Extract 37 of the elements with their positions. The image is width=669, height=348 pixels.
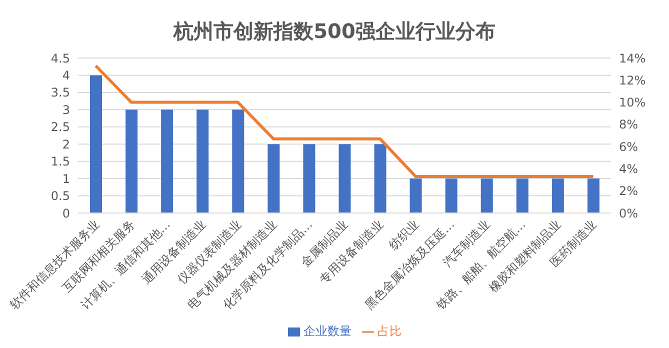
bar (161, 110, 174, 213)
bar (480, 178, 493, 213)
bar (90, 75, 102, 213)
y-tick-label: 4.5 (50, 51, 70, 66)
bar (587, 178, 600, 213)
bar (516, 178, 528, 213)
y2-tick-label: 10% (619, 96, 646, 110)
bar (552, 178, 564, 213)
bar (232, 110, 244, 213)
y-tick-label: 4 (62, 68, 70, 82)
y-tick-label: 3.5 (50, 86, 70, 100)
y-tick-label: 0 (62, 206, 70, 220)
bar (303, 144, 316, 213)
legend-label: 企业数量 (304, 324, 352, 338)
y-tick-label: 1 (62, 172, 70, 186)
y2-tick-label: 4% (619, 162, 638, 176)
bar (126, 110, 138, 213)
y-tick-label: 2 (62, 137, 70, 152)
bar (445, 178, 458, 213)
y-tick-label: 0.5 (50, 189, 70, 204)
line-series (94, 64, 595, 178)
bar (374, 144, 386, 213)
legend-label: 占比 (378, 324, 402, 338)
y-tick-label: 1.5 (50, 154, 70, 169)
y2-tick-label: 8% (619, 118, 638, 132)
bar (196, 110, 209, 213)
bar (410, 178, 422, 213)
y2-tick-label: 0% (619, 206, 638, 220)
bar (268, 144, 280, 213)
chart-title: 杭州市创新指数500强企业行业分布 (172, 18, 496, 45)
y-tick-label: 2.5 (50, 120, 70, 134)
y-tick-label: 3 (62, 102, 70, 117)
y2-tick-label: 12% (619, 73, 646, 88)
y2-tick-label: 14% (619, 51, 646, 66)
y2-tick-label: 2% (619, 184, 638, 198)
y2-tick-label: 6% (619, 140, 638, 154)
bar (338, 144, 351, 213)
